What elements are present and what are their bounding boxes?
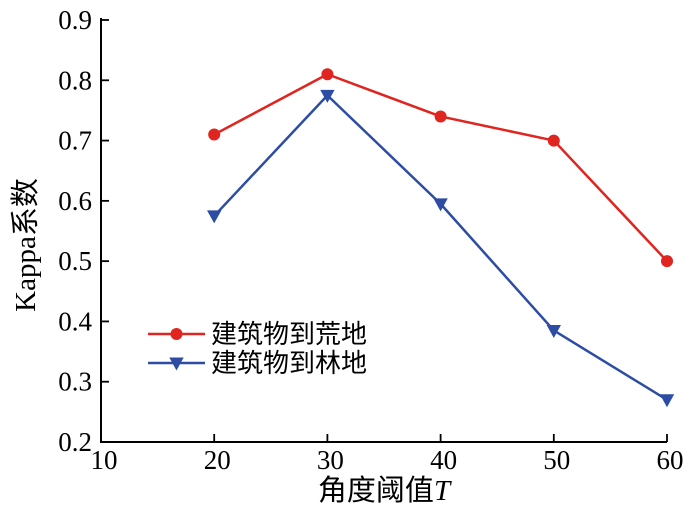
y-tick-label: 0.5 bbox=[58, 246, 92, 276]
x-tick-label: 10 bbox=[91, 445, 118, 475]
series-0-marker bbox=[208, 128, 221, 141]
series-0-marker bbox=[547, 134, 560, 147]
x-tick-label: 20 bbox=[204, 445, 231, 475]
series-0-marker bbox=[434, 110, 447, 123]
y-tick-label: 0.3 bbox=[58, 367, 92, 397]
series-0-marker bbox=[321, 68, 334, 81]
x-tick-label: 30 bbox=[317, 445, 344, 475]
x-axis-label: 角度阈值T bbox=[318, 474, 452, 507]
y-tick-label: 0.9 bbox=[58, 5, 92, 35]
y-tick-label: 0.4 bbox=[58, 306, 92, 336]
x-tick-label: 60 bbox=[657, 445, 684, 475]
x-tick-label: 50 bbox=[543, 445, 570, 475]
series-1-marker bbox=[320, 89, 335, 103]
series-1-marker bbox=[546, 324, 561, 338]
series-line-0 bbox=[212, 73, 669, 263]
y-tick-label: 0.7 bbox=[58, 126, 92, 156]
y-tick-label: 0.6 bbox=[58, 186, 92, 216]
axes-frame bbox=[100, 18, 667, 443]
series-1-marker bbox=[207, 210, 222, 224]
legend-marker-0 bbox=[170, 328, 183, 340]
legend-marker-1 bbox=[169, 357, 184, 371]
y-tick-label: 0.2 bbox=[58, 427, 92, 457]
legend-label-1: 建筑物到林地 bbox=[211, 349, 367, 378]
y-axis-label: Kappa系数 bbox=[9, 178, 42, 312]
series-1-marker bbox=[659, 394, 675, 408]
x-tick-label: 40 bbox=[430, 445, 457, 475]
series-0-marker bbox=[661, 255, 673, 268]
y-tick-label: 0.8 bbox=[58, 65, 92, 95]
series-1-marker bbox=[433, 198, 448, 212]
legend-label-0: 建筑物到荒地 bbox=[211, 320, 367, 349]
